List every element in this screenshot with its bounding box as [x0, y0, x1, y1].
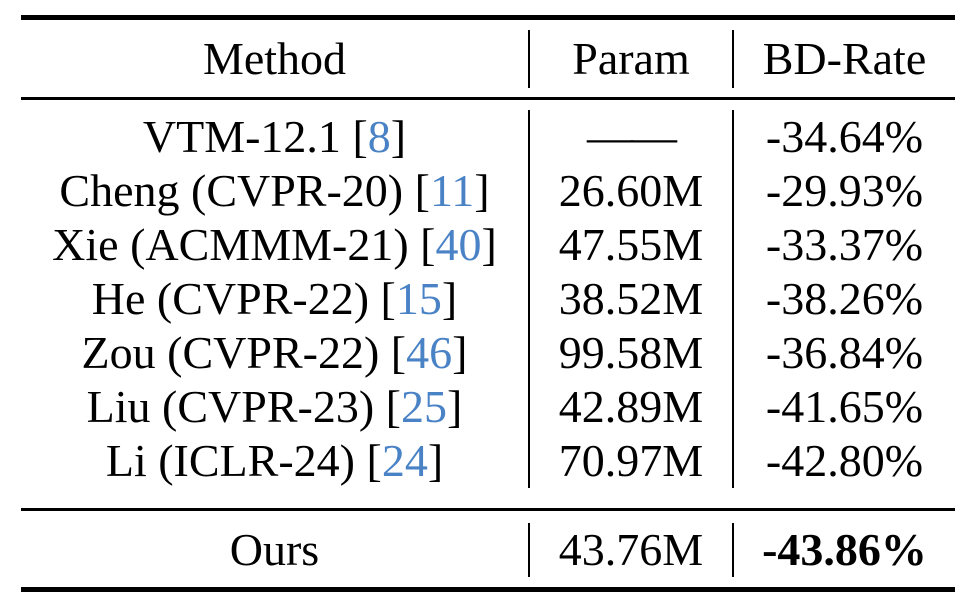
cite-open-bracket: [	[380, 273, 396, 324]
method-text: Zou (CVPR-22) [46]	[82, 330, 468, 376]
cite-open-bracket: [	[385, 381, 401, 432]
table-footer: Ours 43.76M -43.86%	[21, 511, 955, 587]
table-row: Liu (CVPR-23) [25] 42.89M -41.65%	[21, 380, 955, 434]
method-cell: Zou (CVPR-22) [46]	[21, 326, 528, 380]
bd-rate-value: -42.80%	[732, 434, 955, 488]
bd-rate-value: -34.64%	[732, 110, 955, 164]
table-row: Li (ICLR-24) [24] 70.97M -42.80%	[21, 434, 955, 488]
header-bd-rate: BD-Rate	[732, 30, 955, 88]
cite-close-bracket: ]	[441, 273, 458, 324]
cite-open-bracket: [	[352, 111, 368, 162]
header-row: Method Param BD-Rate	[21, 30, 955, 88]
param-value: ——	[528, 110, 732, 164]
bd-rate-value: -29.93%	[732, 164, 955, 218]
method-cell: He (CVPR-22) [15]	[21, 272, 528, 326]
header-method: Method	[202, 33, 347, 84]
method-name: Xie (ACMMM-21)	[52, 219, 421, 270]
param-value: 42.89M	[528, 380, 732, 434]
cite-close-bracket: ]	[390, 111, 407, 162]
citation-link[interactable]: 15	[395, 273, 442, 324]
citation-link[interactable]: 8	[367, 111, 391, 162]
bd-rate-value: -41.65%	[732, 380, 955, 434]
table-row: He (CVPR-22) [15] 38.52M -38.26%	[21, 272, 955, 326]
method-text: Xie (ACMMM-21) [40]	[52, 222, 497, 268]
cite-close-bracket: ]	[452, 327, 468, 378]
cite-open-bracket: [	[414, 165, 430, 216]
cite-close-bracket: ]	[474, 165, 490, 216]
ours-label: Ours	[229, 524, 320, 575]
citation-link[interactable]: 25	[401, 381, 447, 432]
cite-open-bracket: [	[420, 219, 436, 270]
param-value: 38.52M	[528, 272, 732, 326]
bd-rate-value: -33.37%	[732, 218, 955, 272]
citation-link[interactable]: 11	[429, 165, 475, 216]
method-name: Liu (CVPR-23)	[86, 381, 386, 432]
table-row: Xie (ACMMM-21) [40] 47.55M -33.37%	[21, 218, 955, 272]
results-table: Method Param BD-Rate VTM-12.1 [8] —— -34…	[21, 15, 955, 592]
method-cell: Liu (CVPR-23) [25]	[21, 380, 528, 434]
table-row: VTM-12.1 [8] —— -34.64%	[21, 110, 955, 164]
method-name: Cheng (CVPR-20)	[59, 165, 415, 216]
bottom-rule	[21, 587, 955, 592]
method-text: Li (ICLR-24) [24]	[106, 438, 443, 484]
citation-link[interactable]: 40	[435, 219, 482, 270]
cite-close-bracket: ]	[481, 219, 497, 270]
ours-param-value: 43.76M	[528, 523, 732, 577]
citation-link[interactable]: 46	[406, 327, 453, 378]
param-value: 99.58M	[528, 326, 732, 380]
method-name: He (CVPR-22)	[91, 273, 381, 324]
table-row: Zou (CVPR-22) [46] 99.58M -36.84%	[21, 326, 955, 380]
bd-rate-value: -36.84%	[732, 326, 955, 380]
cite-open-bracket: [	[366, 435, 382, 486]
ours-bd-rate-value: -43.86%	[732, 523, 955, 577]
method-cell: Xie (ACMMM-21) [40]	[21, 218, 528, 272]
footer-divider-rule	[21, 508, 955, 511]
method-text: Cheng (CVPR-20) [11]	[59, 168, 489, 214]
method-name: VTM-12.1	[142, 111, 353, 162]
citation-link[interactable]: 24	[381, 435, 428, 486]
ours-row: Ours 43.76M -43.86%	[21, 523, 955, 577]
method-cell: Li (ICLR-24) [24]	[21, 434, 528, 488]
bd-rate-value: -38.26%	[732, 272, 955, 326]
param-value: 70.97M	[528, 434, 732, 488]
method-cell: VTM-12.1 [8]	[21, 110, 528, 164]
top-rule	[21, 15, 955, 20]
header-divider-rule	[21, 97, 955, 100]
cite-close-bracket: ]	[447, 381, 463, 432]
method-text: VTM-12.1 [8]	[143, 114, 406, 160]
header-param: Param	[528, 30, 732, 88]
cite-close-bracket: ]	[427, 435, 444, 486]
table-body: VTM-12.1 [8] —— -34.64% Cheng (CVPR-20) …	[21, 100, 955, 508]
method-text: Liu (CVPR-23) [25]	[87, 384, 463, 430]
method-name: Li (ICLR-24)	[105, 435, 367, 486]
table-row: Cheng (CVPR-20) [11] 26.60M -29.93%	[21, 164, 955, 218]
param-value: 26.60M	[528, 164, 732, 218]
table-header: Method Param BD-Rate	[21, 20, 955, 97]
method-cell: Cheng (CVPR-20) [11]	[21, 164, 528, 218]
cite-open-bracket: [	[390, 327, 407, 378]
param-value: 47.55M	[528, 218, 732, 272]
method-text: He (CVPR-22) [15]	[92, 276, 457, 322]
method-name: Zou (CVPR-22)	[81, 327, 391, 378]
